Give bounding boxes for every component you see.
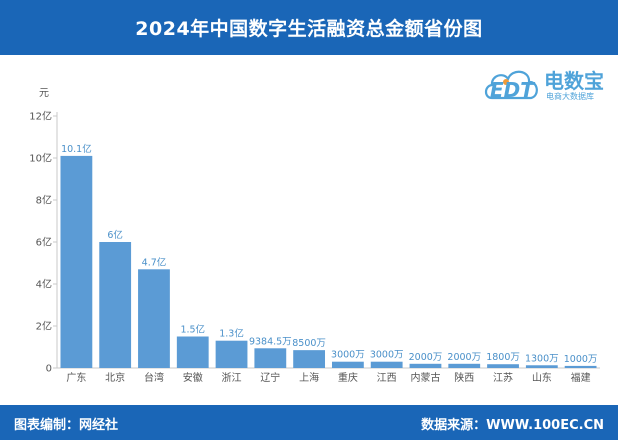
x-tick-label: 重庆 <box>338 371 358 384</box>
data-label: 10.1亿 <box>61 143 92 155</box>
bar-12 <box>525 365 558 368</box>
data-label: 2000万 <box>447 352 481 363</box>
data-label: 9384.5万 <box>249 336 292 347</box>
logo-mark-text: EDT <box>490 78 534 102</box>
data-label: 1800万 <box>486 352 520 363</box>
logo: EDT 电数宝 电商大数据库 <box>482 60 612 106</box>
data-label: 3000万 <box>331 350 365 361</box>
footer-credit: 图表编制：网经社 <box>14 418 119 433</box>
y-axis-unit-label: 元 <box>39 88 49 99</box>
bar-6 <box>293 350 326 368</box>
bar-10 <box>448 363 481 368</box>
x-tick-label: 上海 <box>299 371 319 384</box>
bar-7 <box>331 361 364 368</box>
x-tick-label: 江西 <box>377 372 397 384</box>
x-tick-label: 陕西 <box>454 371 474 384</box>
bar-5 <box>254 348 287 368</box>
y-tick-label: 12亿 <box>29 110 52 123</box>
data-label: 4.7亿 <box>142 256 167 268</box>
chart-title: 2024年中国数字生活融资总金额省份图 <box>135 18 483 40</box>
bar-8 <box>370 361 403 368</box>
data-label: 8500万 <box>292 338 326 349</box>
bar-4 <box>215 340 248 368</box>
logo-name: 电数宝 <box>544 69 604 93</box>
x-tick-label: 辽宁 <box>260 371 280 384</box>
x-tick-label: 安徽 <box>183 371 203 384</box>
bar-9 <box>409 363 442 368</box>
title-bar: 2024年中国数字生活融资总金额省份图 <box>0 0 618 55</box>
footer-bar: 图表编制：网经社 数据来源：WWW.100EC.CN <box>0 405 618 440</box>
data-label: 3000万 <box>370 350 404 361</box>
x-tick-label: 福建 <box>571 371 591 384</box>
footer-source: 数据来源：WWW.100EC.CN <box>421 418 604 433</box>
bar-1 <box>99 242 132 368</box>
data-label: 2000万 <box>409 352 443 363</box>
x-tick-label: 北京 <box>105 371 125 384</box>
bar-2 <box>138 269 170 368</box>
x-tick-label: 台湾 <box>144 371 164 384</box>
bar-0 <box>60 155 93 368</box>
bar-11 <box>487 364 519 368</box>
y-tick-label: 0 <box>46 364 52 375</box>
data-label: 6亿 <box>107 229 123 241</box>
x-tick-label: 山东 <box>532 371 552 384</box>
bar-13 <box>564 365 597 368</box>
bar-3 <box>176 336 209 368</box>
y-tick-label: 8亿 <box>36 194 52 207</box>
data-label: 1300万 <box>525 353 559 364</box>
y-tick-label: 4亿 <box>36 278 52 291</box>
logo-subtitle: 电商大数据库 <box>546 92 594 101</box>
data-label: 1.5亿 <box>180 324 205 336</box>
y-tick-label: 6亿 <box>36 236 52 249</box>
x-tick-label: 广东 <box>66 371 86 384</box>
data-label: 1000万 <box>564 354 598 365</box>
y-tick-label: 2亿 <box>36 320 52 333</box>
cloud-logo-icon: EDT <box>482 60 544 106</box>
x-tick-label: 浙江 <box>222 372 242 384</box>
data-label: 1.3亿 <box>219 328 244 340</box>
x-tick-label: 江苏 <box>493 371 513 384</box>
y-tick-label: 10亿 <box>29 152 52 165</box>
x-tick-label: 内蒙古 <box>410 371 440 384</box>
